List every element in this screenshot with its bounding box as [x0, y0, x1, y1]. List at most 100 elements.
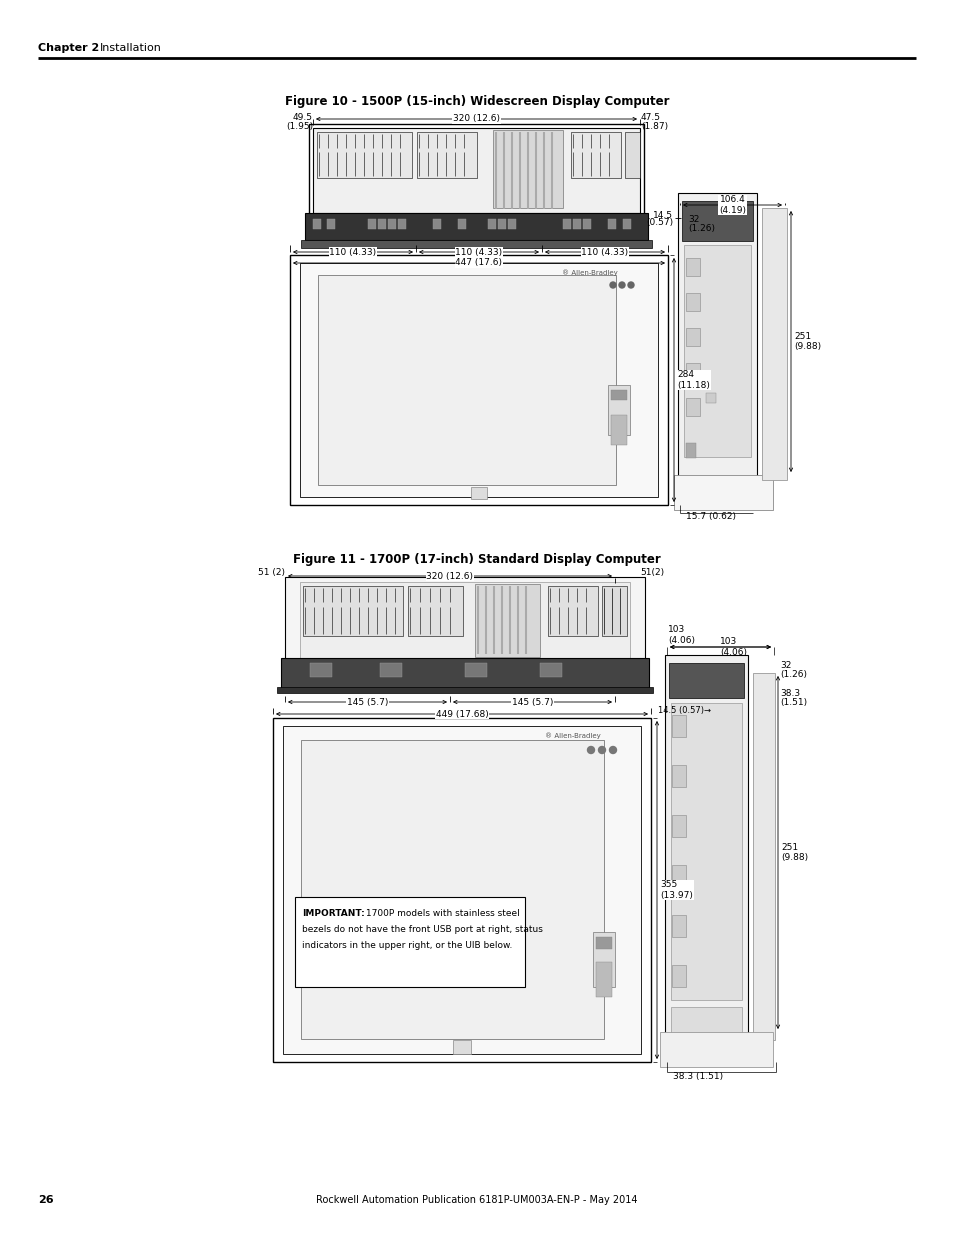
Bar: [281, 658, 648, 690]
Bar: [464, 663, 486, 677]
Text: 145 (5.7): 145 (5.7): [511, 698, 553, 706]
Text: (4.06): (4.06): [667, 636, 695, 645]
Bar: [313, 128, 639, 212]
Bar: [301, 740, 603, 1039]
Bar: [303, 585, 402, 636]
Circle shape: [609, 746, 616, 753]
Text: (1.95): (1.95): [286, 121, 313, 131]
Bar: [285, 577, 644, 663]
Bar: [539, 663, 561, 677]
Text: (1.87): (1.87): [640, 121, 667, 131]
Bar: [433, 219, 440, 228]
Text: 51 (2): 51 (2): [257, 568, 285, 578]
Bar: [624, 132, 639, 178]
Text: IMPORTANT:: IMPORTANT:: [302, 909, 364, 918]
Bar: [299, 582, 629, 658]
Text: (1.51): (1.51): [780, 699, 806, 708]
Text: Installation: Installation: [100, 43, 162, 53]
Text: 32: 32: [780, 661, 791, 669]
Text: 38.3: 38.3: [780, 688, 800, 698]
Bar: [671, 965, 685, 987]
Bar: [670, 1007, 741, 1042]
Bar: [671, 915, 685, 937]
Text: 110 (4.33): 110 (4.33): [580, 247, 628, 257]
Bar: [327, 219, 335, 228]
Bar: [313, 219, 320, 228]
Bar: [368, 219, 375, 228]
Bar: [685, 329, 700, 346]
Bar: [610, 415, 626, 445]
Bar: [668, 663, 743, 698]
Bar: [761, 207, 786, 480]
Bar: [685, 398, 700, 416]
Bar: [610, 390, 626, 400]
Bar: [601, 585, 626, 636]
Text: 320 (12.6): 320 (12.6): [426, 572, 473, 580]
Text: 449 (17.68): 449 (17.68): [436, 709, 488, 719]
Text: 284
(11.18): 284 (11.18): [677, 370, 709, 390]
Bar: [681, 201, 752, 241]
Bar: [596, 937, 612, 948]
Bar: [507, 219, 516, 228]
Bar: [305, 212, 647, 240]
Bar: [309, 124, 643, 217]
Bar: [408, 585, 462, 636]
Text: bezels do not have the front USB port at right, status: bezels do not have the front USB port at…: [302, 925, 542, 934]
Bar: [670, 703, 741, 1000]
Bar: [659, 1032, 772, 1067]
Text: 251
(9.88): 251 (9.88): [781, 842, 807, 862]
Bar: [475, 584, 539, 657]
Bar: [593, 932, 615, 987]
Text: Chapter 2: Chapter 2: [38, 43, 99, 53]
Text: 251
(9.88): 251 (9.88): [793, 332, 821, 351]
Bar: [316, 132, 412, 178]
Text: 14.5: 14.5: [652, 210, 672, 220]
Bar: [685, 258, 700, 275]
Text: 1700P models with stainless steel: 1700P models with stainless steel: [363, 909, 519, 918]
Text: 110 (4.33): 110 (4.33): [329, 247, 376, 257]
Bar: [276, 687, 652, 693]
Bar: [671, 864, 685, 887]
Text: 447 (17.6): 447 (17.6): [455, 258, 502, 268]
Bar: [273, 718, 650, 1062]
Bar: [388, 219, 395, 228]
Bar: [622, 219, 630, 228]
Bar: [671, 815, 685, 837]
Bar: [299, 263, 658, 496]
Text: 15.7 (0.62): 15.7 (0.62): [685, 513, 735, 521]
Bar: [294, 897, 524, 987]
Bar: [301, 240, 651, 248]
Bar: [377, 219, 386, 228]
Bar: [488, 219, 496, 228]
Bar: [571, 132, 620, 178]
Bar: [683, 245, 750, 457]
Bar: [573, 219, 580, 228]
Bar: [664, 655, 747, 1062]
Circle shape: [587, 746, 594, 753]
Text: 49.5: 49.5: [293, 114, 313, 122]
Text: indicators in the upper right, or the UIB below.: indicators in the upper right, or the UI…: [302, 941, 512, 950]
Bar: [471, 487, 486, 499]
Bar: [493, 130, 562, 207]
Bar: [673, 475, 772, 510]
Text: 145 (5.7): 145 (5.7): [347, 698, 388, 706]
Bar: [752, 673, 774, 1040]
Bar: [497, 219, 505, 228]
Text: Figure 10 - 1500P (15-inch) Widescreen Display Computer: Figure 10 - 1500P (15-inch) Widescreen D…: [284, 95, 669, 109]
Bar: [685, 443, 696, 458]
Bar: [416, 132, 476, 178]
Text: 14.5 (0.57)→: 14.5 (0.57)→: [658, 706, 710, 715]
Circle shape: [598, 746, 605, 753]
Bar: [582, 219, 590, 228]
Text: 47.5: 47.5: [640, 114, 660, 122]
Bar: [607, 385, 629, 435]
Bar: [547, 585, 598, 636]
Text: (1.26): (1.26): [687, 224, 714, 232]
Bar: [671, 764, 685, 787]
Circle shape: [627, 282, 634, 288]
Text: 103
(4.06): 103 (4.06): [720, 637, 746, 657]
Bar: [310, 663, 332, 677]
Bar: [607, 219, 616, 228]
Bar: [290, 254, 667, 505]
Text: 110 (4.33): 110 (4.33): [455, 247, 502, 257]
